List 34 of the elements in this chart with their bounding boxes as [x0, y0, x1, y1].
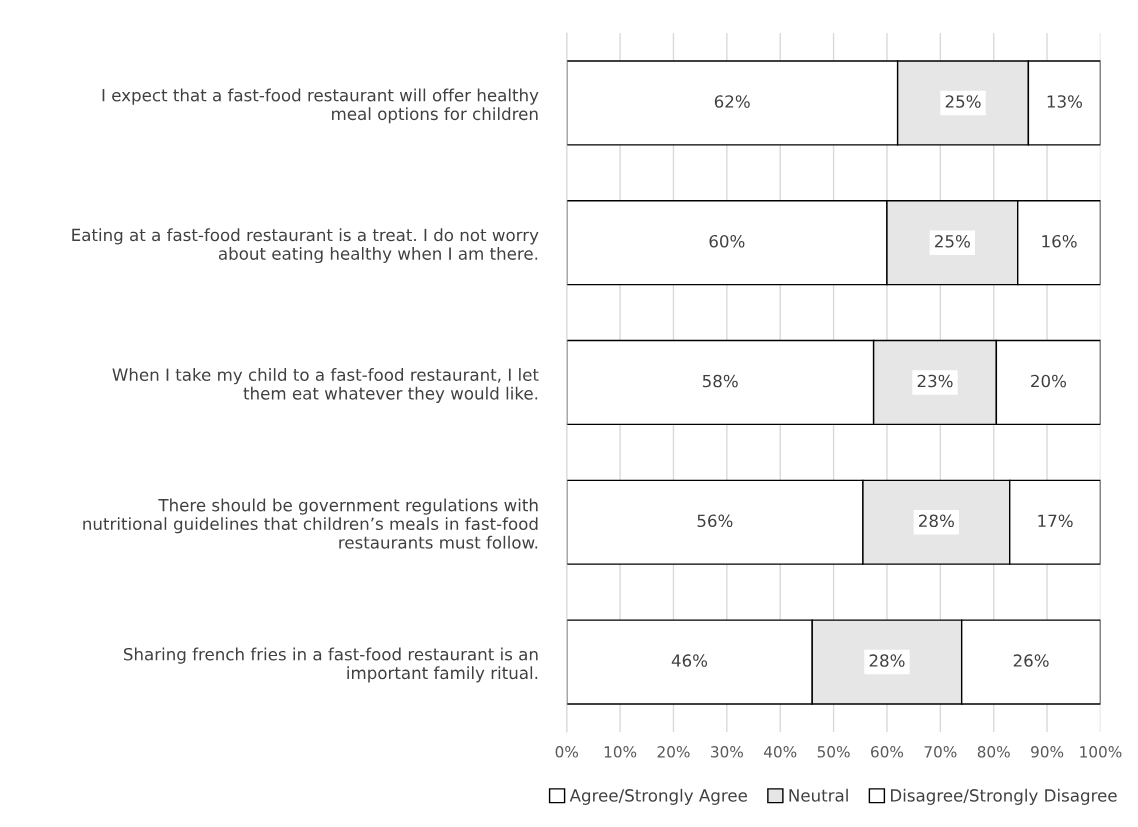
data-label: 58%	[702, 374, 738, 388]
data-label: 23%	[917, 374, 953, 388]
x-tick-label: 50%	[817, 746, 850, 758]
x-tick-label: 70%	[924, 746, 957, 758]
legend-label: Neutral	[789, 788, 848, 802]
x-tick-label: 10%	[604, 746, 637, 758]
data-label: 28%	[869, 654, 905, 667]
data-label: 56%	[697, 514, 733, 528]
x-tick-label: 30%	[711, 746, 743, 758]
legend-label: Agree/Strongly Agree	[569, 788, 747, 805]
x-tick-label: 80%	[977, 746, 1010, 758]
x-tick-label: 90%	[1031, 746, 1064, 758]
x-tick-label: 0%	[555, 746, 578, 758]
x-tick-label: 60%	[871, 746, 904, 758]
data-label: 16%	[1042, 234, 1077, 248]
x-tick-label: 100%	[1080, 746, 1122, 758]
y-tick-label: Eating at a fast-food restaurant is a treat. I do not worry about eating healthy when I am there.	[72, 228, 539, 264]
y-tick-label: There should be government regulations with nutritional guidelines that children’s meals in fast-food restaurants must follow.	[83, 498, 538, 549]
x-tick-label: 20%	[657, 746, 690, 758]
y-tick-label: When I take my child to a fast-food restaurant, I let them eat whatever they would like.	[112, 368, 539, 403]
data-label: 46%	[671, 654, 708, 667]
data-label: 25%	[945, 95, 981, 108]
data-label: 20%	[1031, 374, 1067, 388]
data-label: 62%	[714, 95, 750, 108]
legend-label: Disagree/Strongly Disagree	[891, 788, 1117, 805]
data-label: 25%	[935, 234, 970, 248]
data-label: 17%	[1038, 514, 1073, 528]
data-label: 60%	[709, 234, 745, 248]
x-tick-label: 40%	[763, 746, 797, 758]
data-label: 26%	[1013, 654, 1049, 667]
data-label: 13%	[1047, 95, 1083, 108]
y-tick-label: I expect that a fast-food restaurant will offer healthy meal options for children	[102, 88, 539, 124]
data-label: 28%	[919, 514, 954, 528]
y-tick-label: Sharing french fries in a fast-food restaurant is an important family ritual.	[123, 647, 538, 683]
